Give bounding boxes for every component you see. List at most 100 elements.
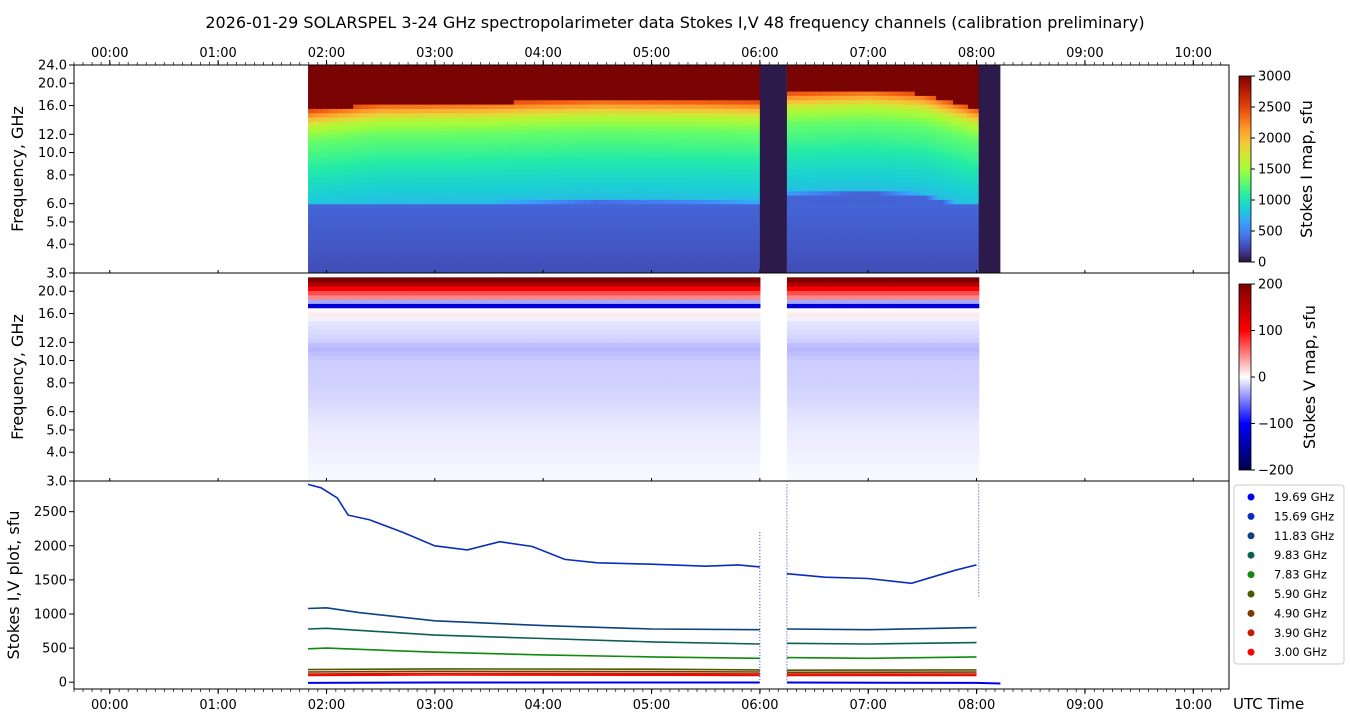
colorbar-i-tick-label: 0 [1258,256,1266,271]
series-line-9-83-ghz [307,627,760,645]
top-time-label: 04:00 [524,46,561,61]
colorbar-stokes-i: 0 500 1000 1500 2000 2500 3000 Stokes I map, s… [1238,70,1316,271]
legend-label: 19.69 GHz [1274,490,1334,504]
colorbar-i-tick-label: 2000 [1258,132,1291,147]
y-axis-label-stokes-v: Frequency, GHz [8,314,27,440]
series-line-4-90-ghz [307,670,760,673]
stokes-i-ytick-label: 10.0 [38,146,67,161]
colorbar-v-tick-label: −100 [1258,417,1294,432]
iv-plot-ytick-label: 2000 [34,539,67,554]
stokes-i-ytick-label: 6.0 [46,197,67,212]
stokes-i-ytick-label: 12.0 [38,128,67,143]
top-time-label: 06:00 [741,46,778,61]
series-line-15-69-ghz [786,564,977,585]
stokes-i-ytick-label: 5.0 [46,215,67,230]
stokes-i-gap [978,65,1001,273]
stokes-v-ytick-label: 20.0 [38,285,67,300]
stokes-i-ytick-label: 8.0 [46,168,67,183]
stokes-v-ytick-label: 16.0 [38,307,67,322]
bottom-time-label: 06:00 [741,698,778,713]
legend-marker [1247,532,1255,540]
legend-label: 7.83 GHz [1274,568,1327,582]
stokes-i-ytick-label: 4.0 [46,238,67,253]
legend-marker [1247,571,1255,579]
stokes-i-ytick-label: 24.0 [38,59,67,74]
top-time-label: 08:00 [958,46,995,61]
stokes-i-ytick-label: 16.0 [38,99,67,114]
legend-marker [1247,629,1255,637]
iv-plot-ytick-label: 1000 [34,607,67,622]
colorbar-i-tick-label: 1500 [1258,163,1291,178]
bottom-time-label: 04:00 [524,698,561,713]
stokes-v-ytick-label: 3.0 [46,475,67,490]
colorbar-i-tick-label: 3000 [1258,70,1291,85]
legend-marker [1247,609,1255,617]
series-line-11-83-ghz [786,626,977,631]
top-time-label: 05:00 [633,46,670,61]
series-line-11-83-ghz [307,606,760,631]
y-axis-label-stokes-i: Frequency, GHz [8,106,27,232]
bottom-time-label: 01:00 [199,698,236,713]
bottom-time-label: 00:00 [91,698,128,713]
series-line-9-83-ghz [786,641,977,645]
stokes-v-ytick-label: 8.0 [46,376,67,391]
colorbar-v-tick-label: 100 [1258,324,1283,339]
stokes-i-segment [308,65,761,273]
stokes-i-gap [759,65,787,273]
legend-label: 3.00 GHz [1274,645,1327,659]
stokes-v-ytick-label: 6.0 [46,405,67,420]
legend-marker [1247,512,1255,520]
legend-label: 5.90 GHz [1274,587,1327,601]
bottom-time-label: 02:00 [308,698,345,713]
top-time-label: 03:00 [416,46,453,61]
bottom-time-label: 08:00 [958,698,995,713]
y-axis-label-iv-plot: Stokes I,V plot, sfu [4,511,23,660]
stokes-v-ytick-label: 5.0 [46,423,67,438]
colorbar-stokes-v: −200 −100 0 100 200 Stokes V map, sfu [1238,278,1319,479]
top-time-label: 01:00 [199,46,236,61]
top-time-label: 10:00 [1175,46,1212,61]
top-time-label: 09:00 [1066,46,1103,61]
top-time-label: 02:00 [308,46,345,61]
series-line-7-83-ghz [307,647,760,660]
stokes-i-map-panel: 3.0 4.0 5.0 6.0 8.0 10.0 12.0 16.0 20.0 24.0 [38,59,1230,282]
series-line-7-83-ghz [786,656,977,660]
stokes-v-map-panel: 3.0 4.0 5.0 6.0 8.0 10.0 12.0 16.0 20.0 [38,272,1230,490]
stokes-i-segment [786,65,980,273]
stokes-i-ytick-label: 20.0 [38,77,67,92]
iv-plot-ytick-label: 2500 [34,505,67,520]
legend-label: 11.83 GHz [1274,529,1334,543]
colorbar-i-tick-label: 500 [1258,225,1283,240]
bottom-time-label: 10:00 [1175,698,1212,713]
legend: 19.69 GHz 15.69 GHz 11.83 GHz 9.83 GHz 7.83 … [1233,484,1345,665]
legend-marker [1247,590,1255,598]
stokes-v-ytick-label: 12.0 [38,336,67,351]
top-time-label: 07:00 [849,46,886,61]
x-axis-label: UTC Time [1233,695,1304,713]
top-time-label: 00:00 [91,46,128,61]
bottom-time-label: 07:00 [849,698,886,713]
legend-label: 4.90 GHz [1274,606,1327,620]
legend-marker [1247,648,1255,656]
series-line-15-69-ghz [307,483,760,568]
colorbar-v-tick-label: 0 [1258,371,1266,386]
bottom-time-label: 05:00 [633,698,670,713]
iv-plot-ytick-label: 0 [59,676,67,691]
legend-label: 15.69 GHz [1274,509,1334,523]
chart-title: 2026-01-29 SOLARSPEL 3-24 GHz spectropol… [205,13,1144,32]
bottom-time-label: 03:00 [416,698,453,713]
series-line-5-90-ghz [307,668,760,671]
colorbar-label-stokes-v: Stokes V map, sfu [1300,305,1319,449]
stokes-v-segment [308,277,761,481]
legend-label: 3.90 GHz [1274,626,1327,640]
colorbar-v-tick-label: 200 [1258,278,1283,293]
legend-marker [1247,493,1255,501]
stokes-iv-plot-panel: 0 500 1000 1500 2000 2500 [34,480,1230,691]
bottom-time-label: 09:00 [1066,698,1103,713]
stokes-v-trace [786,681,1001,685]
legend-label: 9.83 GHz [1274,548,1327,562]
stokes-v-ytick-label: 4.0 [46,446,67,461]
stokes-i-ytick-label: 3.0 [46,267,67,282]
legend-marker [1247,551,1255,559]
